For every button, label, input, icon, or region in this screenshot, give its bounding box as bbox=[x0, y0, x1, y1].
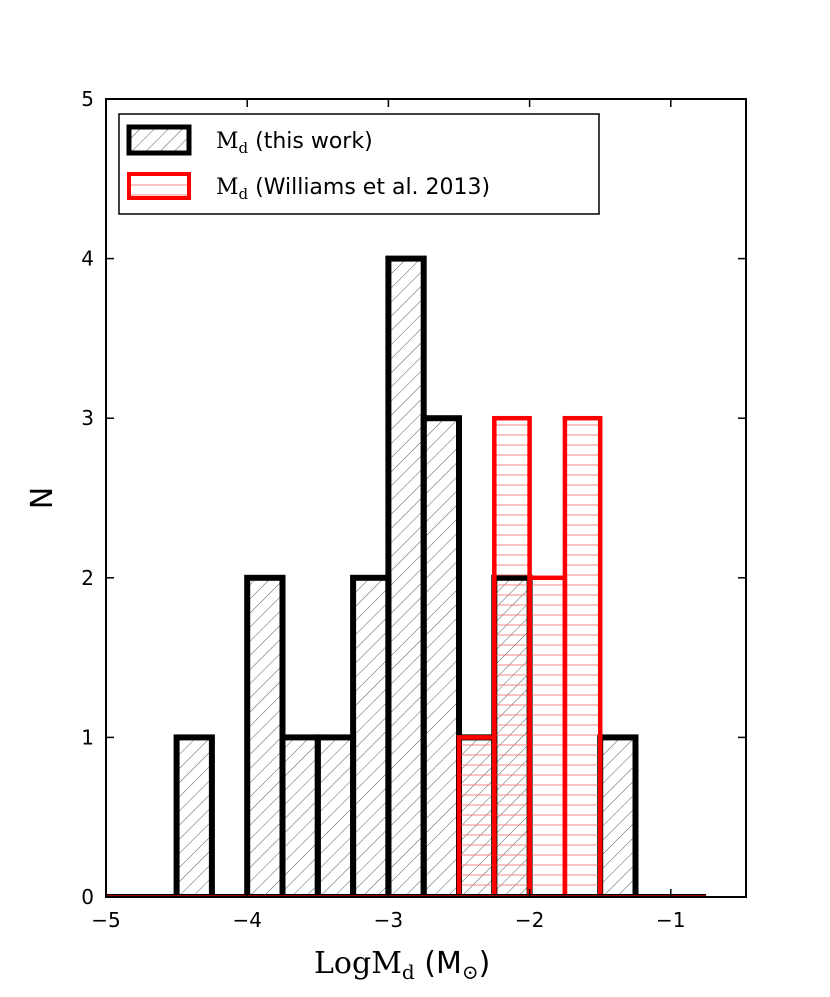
bar-williams-1 bbox=[492, 415, 532, 897]
y-tick-label-4: 4 bbox=[81, 247, 94, 271]
legend-label-williams: Md (Williams et al. 2013) bbox=[216, 175, 490, 203]
legend-box bbox=[118, 113, 600, 215]
bar-this-work-1 bbox=[244, 574, 286, 897]
bar-this-work-2 bbox=[279, 734, 321, 897]
bar-williams-2 bbox=[527, 575, 568, 897]
bar-this-work-0 bbox=[173, 734, 215, 897]
x-tick-label-0: −5 bbox=[91, 908, 120, 932]
bar-this-work-4 bbox=[350, 574, 392, 897]
y-tick-label-0: 0 bbox=[81, 885, 94, 909]
plot-frame bbox=[105, 98, 747, 898]
y-tick-label-3: 3 bbox=[81, 406, 94, 430]
legend-swatch-williams bbox=[127, 172, 191, 200]
y-tick-label-2: 2 bbox=[81, 566, 94, 590]
legend-swatch-this-work bbox=[126, 124, 192, 156]
bar-this-work-5 bbox=[385, 255, 427, 897]
x-axis-label: LogMd (M⊙) bbox=[314, 946, 490, 984]
ticks-layer: −5 −4 −3 −2 −1 0 1 2 3 4 5 bbox=[81, 87, 746, 932]
bars-layer bbox=[173, 255, 639, 897]
y-tick-label-5: 5 bbox=[81, 87, 94, 111]
bar-this-work-3 bbox=[314, 734, 357, 897]
y-tick-label-1: 1 bbox=[81, 725, 94, 749]
x-tick-label-4: −1 bbox=[656, 908, 685, 932]
y-axis-label: N bbox=[25, 487, 60, 509]
legend-label-this-work: Md (this work) bbox=[216, 129, 373, 157]
x-tick-label-1: −4 bbox=[232, 908, 261, 932]
bar-williams-0 bbox=[456, 735, 497, 897]
x-tick-label-3: −2 bbox=[515, 908, 544, 932]
legend: Md (this work) Md (Williams et al. 2013) bbox=[118, 113, 600, 215]
bar-this-work-6 bbox=[420, 415, 463, 897]
x-tick-label-2: −3 bbox=[374, 908, 403, 932]
bar-this-work-9 bbox=[597, 734, 639, 897]
bar-williams-3 bbox=[562, 415, 603, 897]
baseline-layer bbox=[106, 894, 707, 897]
